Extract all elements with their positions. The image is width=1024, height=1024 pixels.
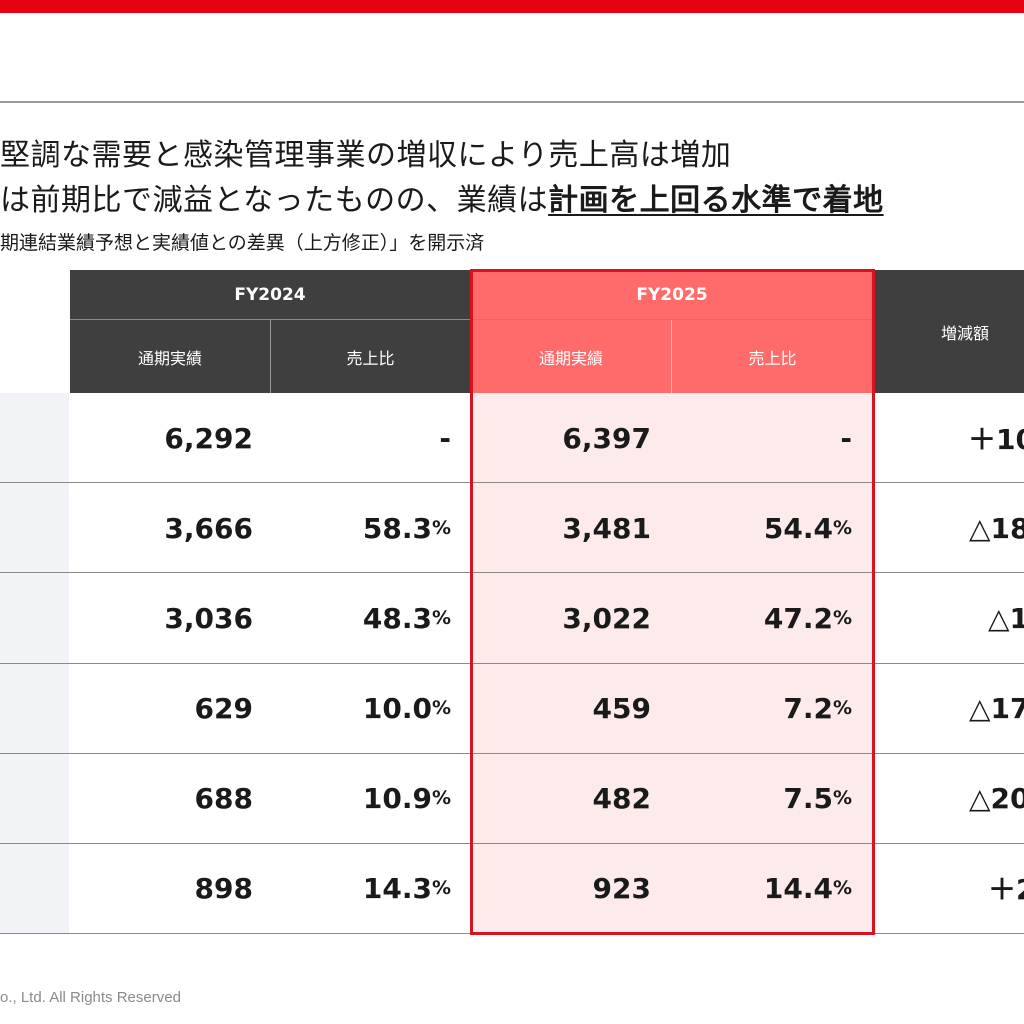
headline-line-2-text: は前期比で減益となったものの、業績は: [0, 183, 549, 218]
fy2025-actual-cell: 482: [592, 781, 651, 815]
header-divider: [70, 319, 873, 320]
fy2024-ratio-cell: 14.3%: [271, 843, 451, 933]
fy2025-actual-cell: 3,481: [562, 511, 651, 545]
fy2024-ratio-cell: 58.3%: [271, 483, 451, 573]
header-divider: [270, 320, 271, 393]
delta-cell: △18: [969, 511, 1024, 545]
fy2024-actual-header: 通期実績: [70, 320, 270, 393]
percent-sign: %: [832, 697, 852, 719]
delta-cell: △1: [988, 601, 1024, 635]
percent-sign: %: [832, 877, 852, 899]
header-divider: [873, 270, 874, 393]
fy2024-actual-cell: 898: [194, 871, 253, 905]
delta-cell: ＋2: [988, 873, 1024, 906]
ratio-value: 14.4: [763, 871, 833, 905]
fy2025-actual-cell: 3,022: [562, 601, 651, 635]
fy2025-ratio-cell: 7.2%: [672, 663, 852, 753]
ratio-value: 10.0: [362, 691, 432, 725]
percent-sign: %: [832, 787, 852, 809]
row-separator: [0, 663, 1024, 664]
percent-sign: %: [431, 787, 451, 809]
fy2025-ratio-cell: -: [672, 393, 852, 483]
fy2025-ratio-header: 売上比: [672, 320, 873, 393]
percent-sign: %: [431, 697, 451, 719]
delta-cell: △17: [969, 691, 1024, 725]
row-separator: [0, 753, 1024, 754]
fy2025-ratio-cell: 7.5%: [672, 753, 852, 843]
percent-sign: %: [431, 877, 451, 899]
header-divider: [671, 320, 672, 393]
ratio-value: 10.9: [362, 781, 432, 815]
percent-sign: %: [832, 607, 852, 629]
ratio-value: 14.3: [362, 871, 432, 905]
header-divider: [470, 270, 471, 393]
ratio-value: 54.4: [763, 511, 833, 545]
percent-sign: %: [431, 607, 451, 629]
delta-header: 増減額: [874, 270, 1024, 393]
fy2024-actual-cell: 688: [194, 781, 253, 815]
fy2025-actual-header: 通期実績: [471, 320, 671, 393]
headline-emphasis: 計画を上回る水準で着地: [548, 183, 884, 218]
fy2025-ratio-cell: 14.4%: [672, 843, 852, 933]
ratio-value: 7.2: [783, 691, 833, 725]
fy2025-header: FY2025: [471, 270, 873, 319]
delta-cell: ＋10: [968, 423, 1024, 456]
fy2024-ratio-cell: 48.3%: [271, 573, 451, 663]
ratio-value: 48.3: [362, 601, 432, 635]
fy2024-ratio-cell: 10.0%: [271, 663, 451, 753]
ratio-value: 47.2: [763, 601, 833, 635]
row-separator: [0, 482, 1024, 483]
row-separator: [0, 843, 1024, 844]
headline-line-2: は前期比で減益となったものの、業績は計画を上回る水準で着地: [0, 175, 884, 219]
ratio-value: 7.5: [783, 781, 833, 815]
copyright-footer: o., Ltd. All Rights Reserved: [0, 989, 181, 1006]
row-separator: [0, 933, 1024, 934]
disclosure-note: 期連結業績予想と実績値との差異（上方修正）」を開示済: [0, 232, 485, 254]
fy2025-ratio-cell: 54.4%: [672, 483, 852, 573]
row-separator: [0, 572, 1024, 573]
top-accent-bar: [0, 0, 1024, 13]
percent-sign: %: [431, 517, 451, 539]
delta-cell: △20: [969, 781, 1024, 815]
fy2025-actual-cell: 459: [592, 691, 651, 725]
fy2025-ratio-cell: 47.2%: [672, 573, 852, 663]
ratio-value: 58.3: [362, 511, 432, 545]
fy2024-actual-cell: 6,292: [164, 421, 253, 455]
ratio-value: -: [439, 421, 451, 455]
headline-line-1: 堅調な需要と感染管理事業の増収により売上高は増加: [0, 138, 732, 173]
fy2024-ratio-cell: -: [271, 393, 451, 483]
fy2024-ratio-header: 売上比: [271, 320, 470, 393]
percent-sign: %: [832, 517, 852, 539]
fy2025-actual-cell: 923: [592, 871, 651, 905]
fy2025-actual-cell: 6,397: [562, 421, 651, 455]
fy2024-actual-cell: 3,036: [164, 601, 253, 635]
title-divider: [0, 101, 1024, 103]
fy2024-actual-cell: 3,666: [164, 511, 253, 545]
fy2024-ratio-cell: 10.9%: [271, 753, 451, 843]
fy2024-actual-cell: 629: [194, 691, 253, 725]
ratio-value: -: [840, 421, 852, 455]
fy2024-header: FY2024: [70, 270, 470, 319]
